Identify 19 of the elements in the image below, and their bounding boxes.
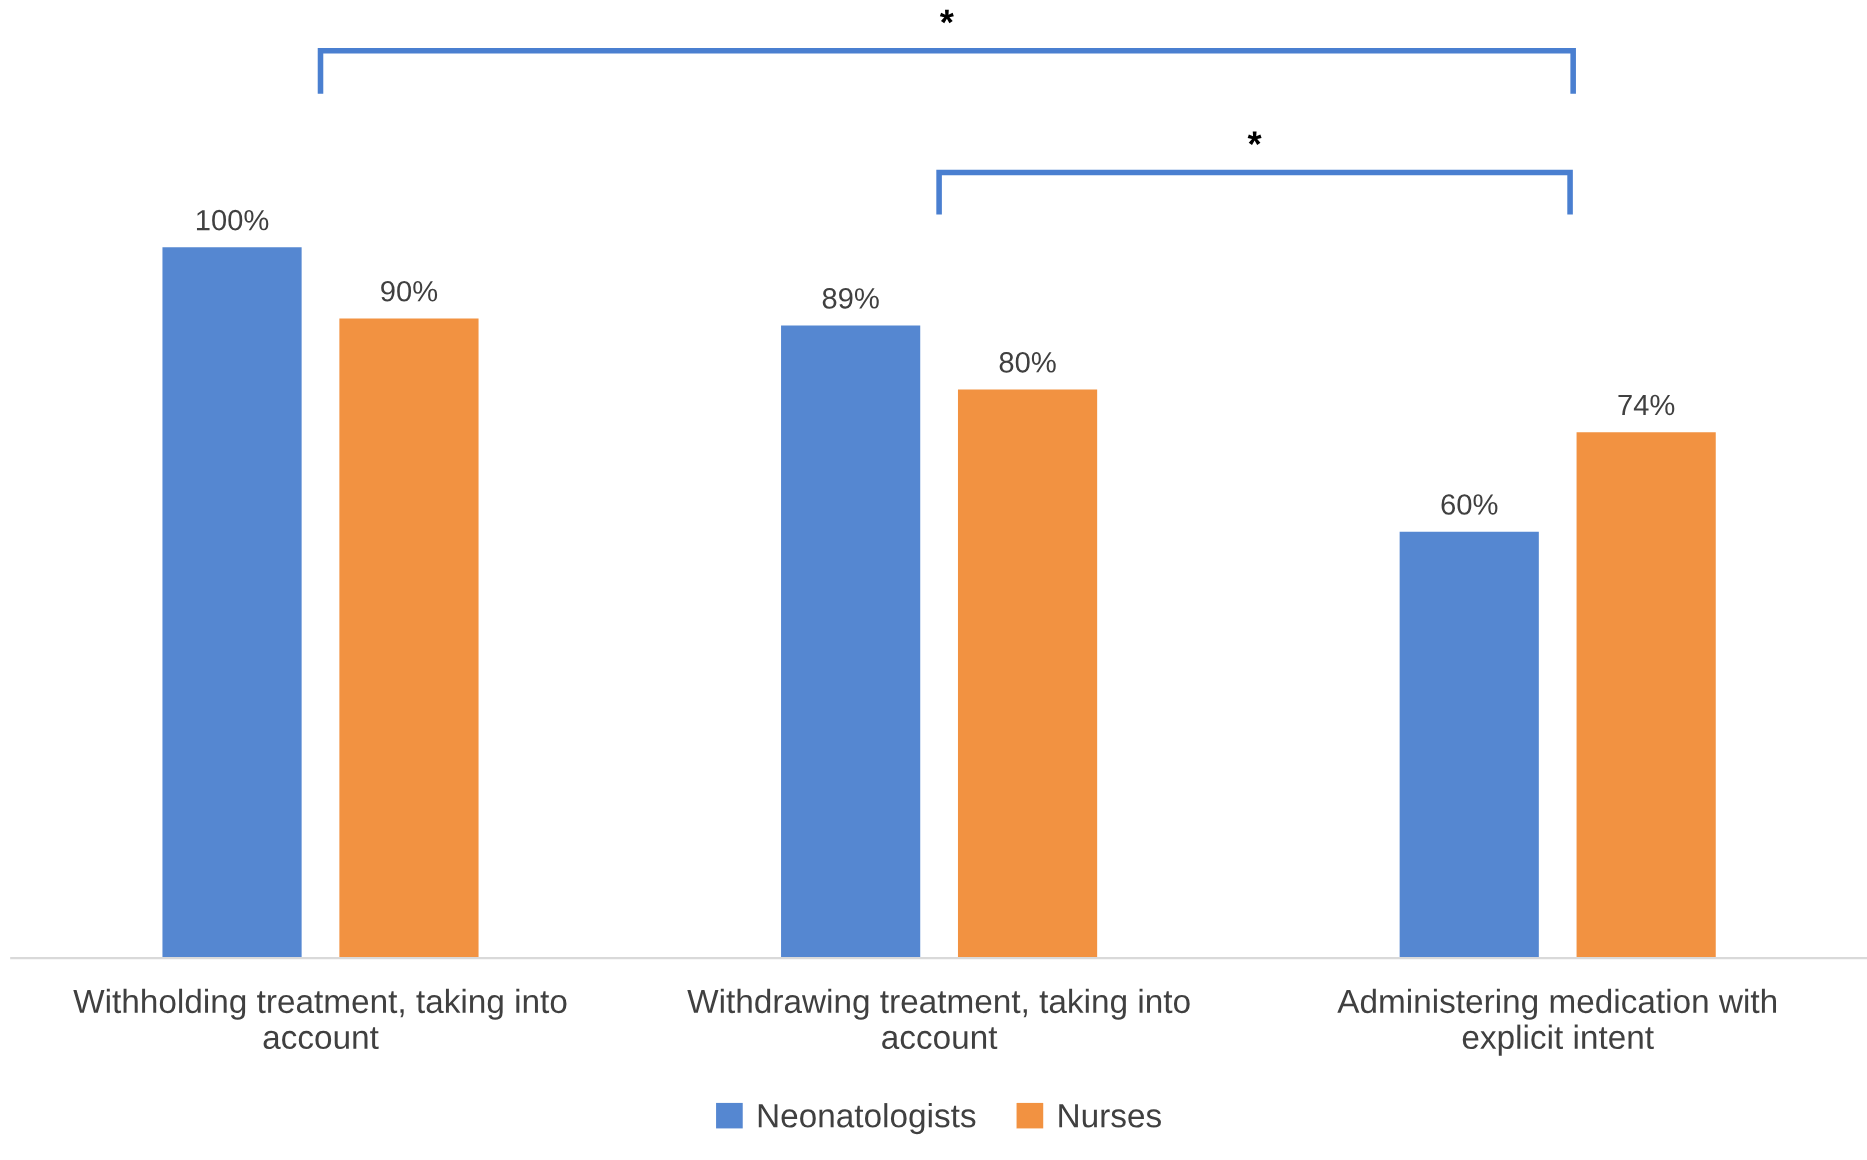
data-label: 74% [1618, 394, 1675, 416]
data-label: 100% [196, 209, 269, 231]
x-tick-label: Withdrawing treatment, taking into account [687, 988, 1190, 1050]
bar [162, 247, 302, 959]
bar [339, 318, 479, 959]
x-tick-label: Administering medication with explicit intent [1337, 988, 1777, 1056]
data-label: 80% [999, 351, 1056, 373]
legend-label: Nurses [1059, 1104, 1161, 1128]
data-label: 60% [1441, 494, 1498, 515]
text: * [1247, 131, 1262, 145]
text: * [939, 9, 954, 24]
x-tick-label: Withholding treatment, taking into account [73, 988, 567, 1050]
bar [957, 389, 1098, 959]
bar [1399, 531, 1539, 959]
bar [1576, 432, 1716, 959]
legend-label: Neonatologists [758, 1103, 976, 1135]
data-label: 89% [822, 288, 879, 309]
bar [781, 325, 921, 959]
data-label: 90% [381, 280, 438, 302]
